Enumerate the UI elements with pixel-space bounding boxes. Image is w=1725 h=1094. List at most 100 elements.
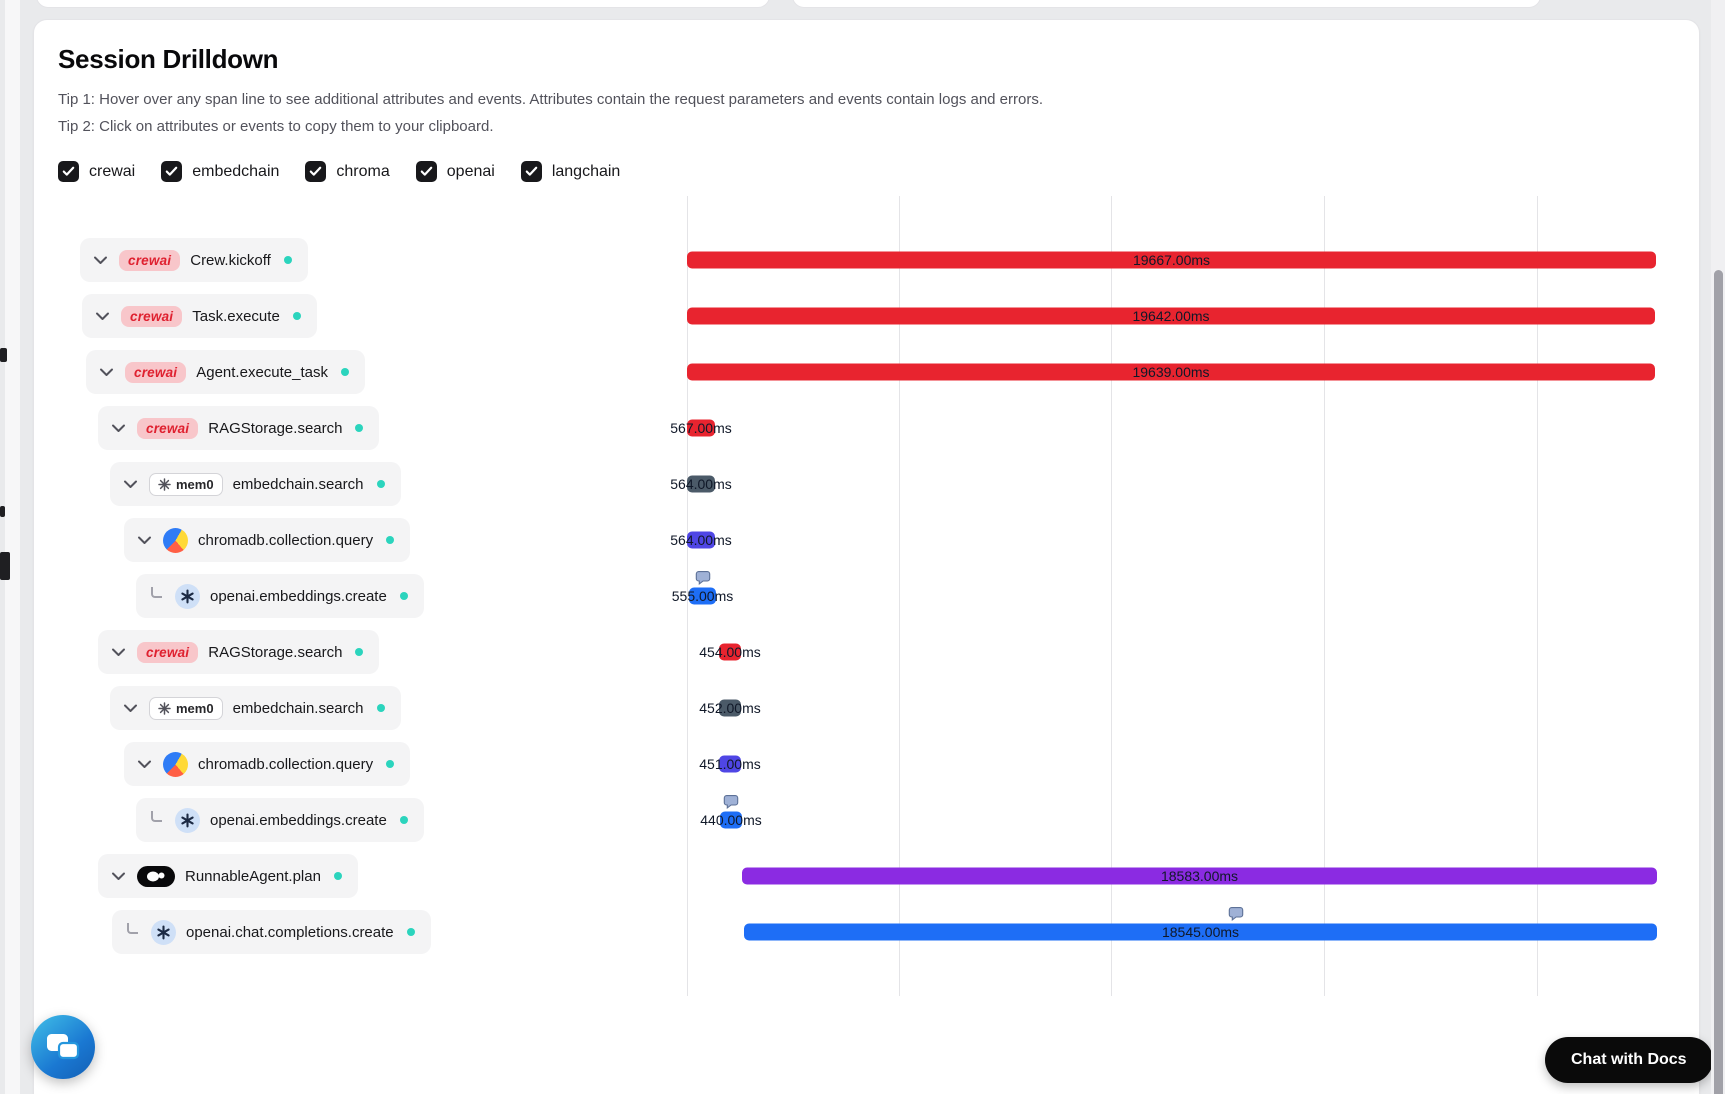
span-name: Task.execute — [192, 307, 280, 325]
span-label-chip[interactable]: openai.chat.completions.create — [112, 910, 431, 954]
span-name: openai.chat.completions.create — [186, 923, 394, 941]
chat-bubbles-icon — [45, 1031, 81, 1063]
crewai-icon: crewai — [121, 305, 183, 327]
duration-label: 451.00ms — [699, 756, 761, 772]
duration-label: 18583.00ms — [1160, 868, 1239, 884]
event-bubble-icon[interactable] — [694, 569, 711, 586]
span-label-chip[interactable]: crewai Agent.execute_task — [86, 350, 365, 394]
mem0-icon: mem0 — [149, 696, 223, 720]
duration-label: 564.00ms — [670, 476, 732, 492]
span-name: chromadb.collection.query — [198, 755, 374, 773]
span-bar[interactable] — [719, 699, 741, 717]
mem0-icon: mem0 — [149, 472, 223, 496]
span-label-chip[interactable]: chromadb.collection.query — [124, 742, 411, 786]
scrollbar-track[interactable] — [1711, 0, 1725, 1094]
span-label-chip[interactable]: crewai Crew.kickoff — [80, 238, 308, 282]
duration-label: 19639.00ms — [1132, 364, 1210, 380]
page-title: Session Drilldown — [58, 44, 279, 74]
span-name: RAGStorage.search — [208, 643, 343, 661]
span-bar[interactable] — [720, 811, 742, 829]
chevron-down-icon[interactable] — [110, 872, 127, 881]
span-label-chip[interactable]: openai.embeddings.create — [136, 574, 424, 618]
event-bubble-icon[interactable] — [723, 793, 740, 810]
span-bar[interactable] — [687, 363, 1655, 381]
duration-label: 564.00ms — [670, 532, 732, 548]
span-label-chip[interactable]: openai.embeddings.create — [136, 798, 424, 842]
trace-row: mem0 embedchain.search 452.00ms — [34, 680, 1699, 736]
span-bar[interactable] — [742, 867, 1657, 885]
status-dot — [341, 368, 349, 376]
span-bar[interactable] — [687, 251, 1656, 269]
mem0-wordmark: mem0 — [176, 700, 214, 716]
span-label-chip[interactable]: crewai Task.execute — [82, 294, 317, 338]
span-bar[interactable] — [719, 755, 741, 773]
span-bar[interactable] — [687, 419, 715, 437]
chevron-down-icon[interactable] — [122, 480, 139, 489]
trace-waterfall: crewai Crew.kickoff 19667.00ms crewai Ta… — [34, 196, 1699, 1006]
filter-openai[interactable]: openai — [415, 161, 495, 182]
connector-elbow-icon — [148, 586, 165, 598]
filter-embedchain[interactable]: embedchain — [161, 161, 279, 182]
status-dot — [399, 816, 408, 824]
span-label-chip[interactable]: RunnableAgent.plan — [98, 854, 358, 898]
chroma-icon — [163, 527, 188, 553]
span-label-chip[interactable]: mem0 embedchain.search — [110, 462, 401, 506]
crewai-wordmark: crewai — [128, 252, 172, 268]
span-name: Crew.kickoff — [190, 251, 271, 269]
checkbox-checked-icon[interactable] — [161, 161, 183, 182]
row-chart-area: 454.00ms — [687, 624, 1687, 680]
duration-label: 19642.00ms — [1132, 308, 1210, 324]
connector-elbow-icon — [148, 810, 165, 822]
chevron-down-icon[interactable] — [98, 368, 115, 377]
trace-row: chromadb.collection.query 451.00ms — [34, 736, 1699, 792]
checkbox-checked-icon[interactable] — [58, 161, 79, 182]
span-name: Agent.execute_task — [196, 363, 328, 381]
span-name: openai.embeddings.create — [210, 811, 387, 829]
row-chart-area: 19642.00ms — [687, 288, 1687, 344]
chevron-down-icon[interactable] — [94, 312, 111, 321]
event-bubble-icon[interactable] — [1228, 905, 1245, 922]
span-bar[interactable] — [687, 307, 1655, 325]
row-chart-area: 564.00ms — [670, 512, 1687, 568]
chevron-down-icon[interactable] — [122, 704, 139, 713]
status-dot — [292, 312, 301, 320]
span-label-chip[interactable]: chromadb.collection.query — [124, 518, 411, 562]
filter-chroma[interactable]: chroma — [305, 161, 390, 182]
crewai-wordmark: crewai — [130, 308, 174, 324]
status-dot — [399, 592, 408, 600]
page-edge-artifact — [0, 552, 10, 580]
span-bar[interactable] — [687, 531, 715, 549]
chevron-down-icon[interactable] — [92, 256, 109, 265]
chroma-icon — [163, 751, 188, 777]
span-name: RAGStorage.search — [208, 419, 343, 437]
chat-with-docs-button[interactable]: Chat with Docs — [1545, 1037, 1713, 1083]
trace-rows: crewai Crew.kickoff 19667.00ms crewai Ta… — [34, 196, 1699, 960]
chevron-down-icon[interactable] — [110, 424, 127, 433]
status-dot — [386, 536, 395, 544]
span-bar[interactable] — [719, 643, 741, 661]
filter-crewai[interactable]: crewai — [58, 161, 135, 182]
span-label-chip[interactable]: crewai RAGStorage.search — [98, 630, 380, 674]
openai-icon — [151, 919, 176, 945]
row-chart-area: 19639.00ms — [687, 344, 1687, 400]
chevron-down-icon[interactable] — [136, 760, 153, 769]
chat-widget-launcher[interactable] — [31, 1015, 95, 1079]
filter-langchain[interactable]: langchain — [520, 161, 620, 182]
span-label-chip[interactable]: mem0 embedchain.search — [110, 686, 401, 730]
openai-icon — [175, 583, 200, 609]
checkbox-checked-icon[interactable] — [415, 161, 437, 182]
scrollbar-thumb[interactable] — [1714, 270, 1723, 1094]
span-bar[interactable] — [689, 587, 716, 605]
trace-row: crewai Crew.kickoff 19667.00ms — [34, 232, 1699, 288]
provider-filters: crewai embedchain chroma openai langchai… — [58, 161, 1675, 182]
span-bar[interactable] — [687, 475, 715, 493]
gridline — [1537, 196, 1538, 996]
chevron-down-icon[interactable] — [110, 648, 127, 657]
chevron-down-icon[interactable] — [136, 536, 153, 545]
span-label-chip[interactable]: crewai RAGStorage.search — [98, 406, 380, 450]
span-bar[interactable] — [744, 923, 1657, 941]
checkbox-checked-icon[interactable] — [520, 161, 542, 182]
row-chart-area: 18545.00ms — [687, 904, 1687, 960]
checkbox-checked-icon[interactable] — [305, 161, 327, 182]
trace-row: RunnableAgent.plan 18583.00ms — [34, 848, 1699, 904]
